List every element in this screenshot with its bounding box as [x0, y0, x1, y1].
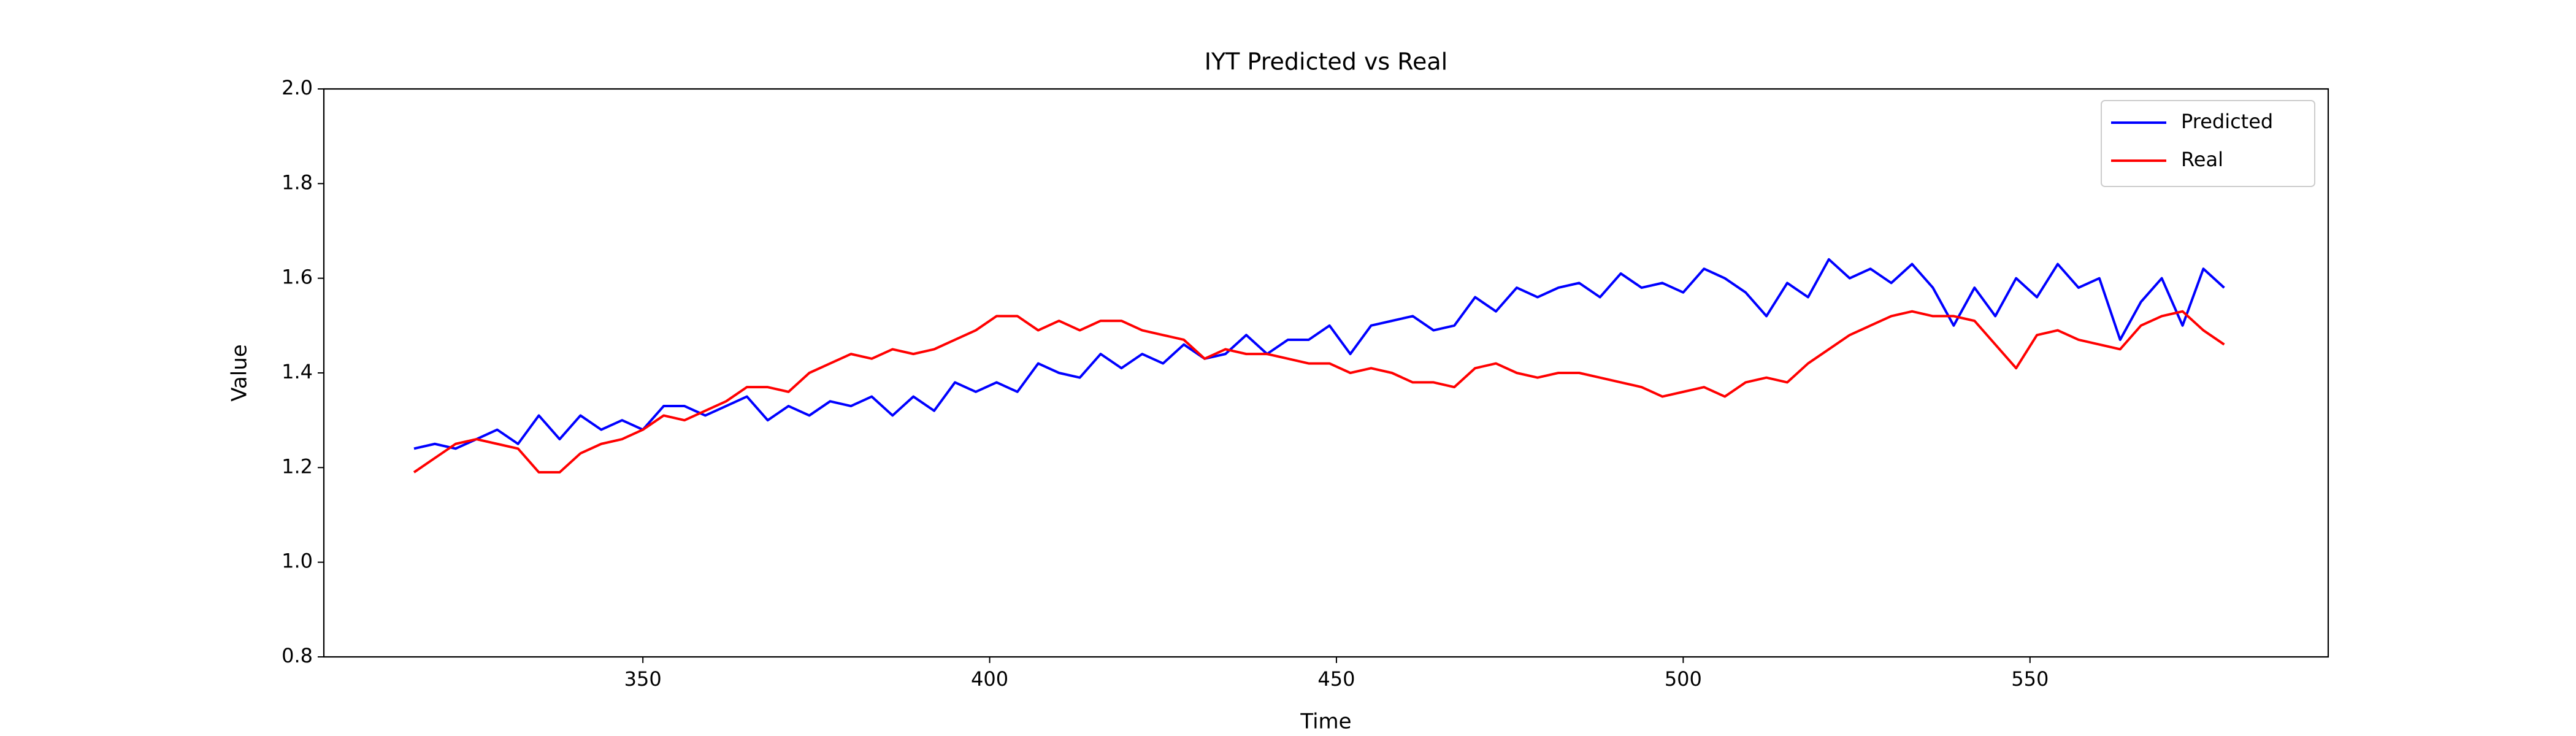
legend-label: Real — [2181, 148, 2223, 171]
series-line — [413, 258, 2225, 450]
y-tick-label: 1.6 — [282, 266, 313, 289]
chart-title: IYT Predicted vs Real — [1205, 48, 1447, 75]
y-tick-label: 1.0 — [282, 550, 313, 573]
x-tick-label: 400 — [971, 667, 1008, 691]
series-line — [413, 310, 2225, 474]
x-tick-label: 550 — [2011, 667, 2049, 691]
x-tick-label: 450 — [1317, 667, 1355, 691]
x-axis-label: Time — [1300, 710, 1351, 734]
legend-label: Predicted — [2181, 110, 2273, 133]
plot-frame — [323, 88, 2329, 658]
y-tick-label: 2.0 — [282, 76, 313, 99]
x-tick-label: 500 — [1665, 667, 1702, 691]
y-tick-label: 0.8 — [282, 644, 313, 667]
x-tick-label: 350 — [624, 667, 662, 691]
y-axis-label: Value — [228, 344, 252, 401]
legend: Predicted Real — [2101, 100, 2315, 187]
y-tick-label: 1.2 — [282, 454, 313, 478]
y-tick-label: 1.4 — [282, 360, 313, 383]
y-tick-label: 1.8 — [282, 171, 313, 194]
